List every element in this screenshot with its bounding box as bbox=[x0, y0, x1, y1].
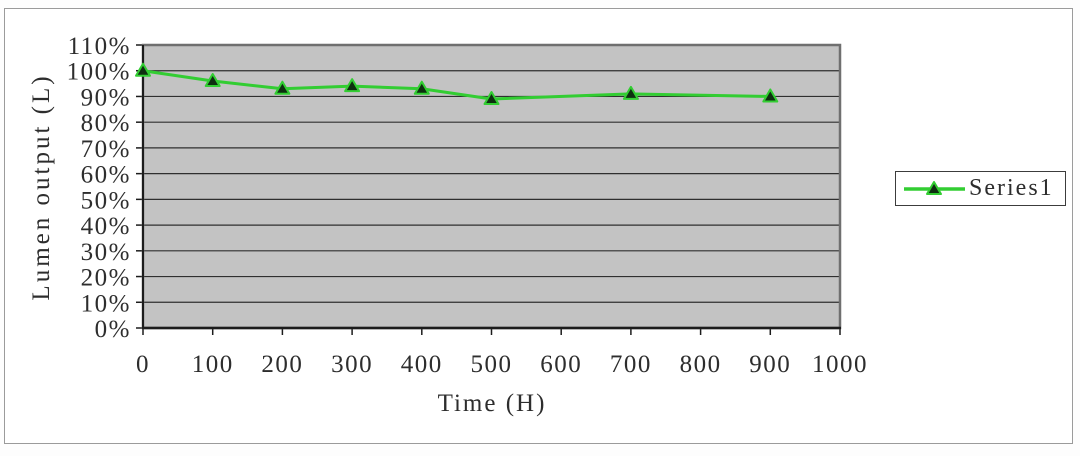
legend: Series1 bbox=[895, 171, 1066, 206]
series-marker-triangle bbox=[483, 91, 500, 106]
y-tick-label: 40% bbox=[81, 213, 131, 240]
series-marker-triangle bbox=[274, 80, 291, 95]
x-tick-label: 1000 bbox=[812, 351, 868, 378]
series-marker-triangle bbox=[204, 73, 221, 88]
x-tick-label: 500 bbox=[471, 351, 513, 378]
x-tick-label: 800 bbox=[680, 351, 722, 378]
y-tick-label: 30% bbox=[81, 239, 131, 266]
y-tick-label: 60% bbox=[81, 162, 131, 189]
x-tick-label: 0 bbox=[136, 351, 150, 378]
series-marker-triangle bbox=[762, 88, 779, 103]
x-tick-label: 600 bbox=[540, 351, 582, 378]
y-tick-label: 0% bbox=[95, 316, 131, 343]
x-tick-label: 200 bbox=[261, 351, 303, 378]
series1-line-marker-icon bbox=[904, 180, 965, 195]
y-tick-label: 10% bbox=[81, 290, 131, 317]
x-axis-title: Time (H) bbox=[437, 390, 547, 417]
y-tick-label: 50% bbox=[81, 187, 131, 214]
plot-area bbox=[143, 45, 840, 328]
series-marker-triangle bbox=[413, 80, 430, 95]
legend-marker-triangle bbox=[926, 180, 942, 195]
y-tick-label: 20% bbox=[81, 265, 131, 292]
series-marker-triangle bbox=[135, 62, 151, 77]
series-marker-triangle bbox=[622, 85, 639, 100]
x-tick-label: 100 bbox=[192, 351, 234, 378]
y-tick-label: 100% bbox=[67, 59, 131, 86]
x-tick-label: 900 bbox=[749, 351, 791, 378]
y-axis-title: Lumen output (L) bbox=[28, 73, 55, 301]
y-tick-label: 80% bbox=[81, 110, 131, 137]
x-tick-label: 400 bbox=[401, 351, 443, 378]
y-tick-label: 90% bbox=[81, 84, 131, 111]
x-tick-label: 300 bbox=[331, 351, 373, 378]
x-tick-label: 700 bbox=[610, 351, 652, 378]
y-tick-label: 110% bbox=[68, 33, 131, 60]
legend-series-label: Series1 bbox=[969, 175, 1054, 201]
y-tick-label: 70% bbox=[81, 136, 131, 163]
series-marker-triangle bbox=[344, 78, 361, 93]
series-line bbox=[142, 69, 771, 101]
